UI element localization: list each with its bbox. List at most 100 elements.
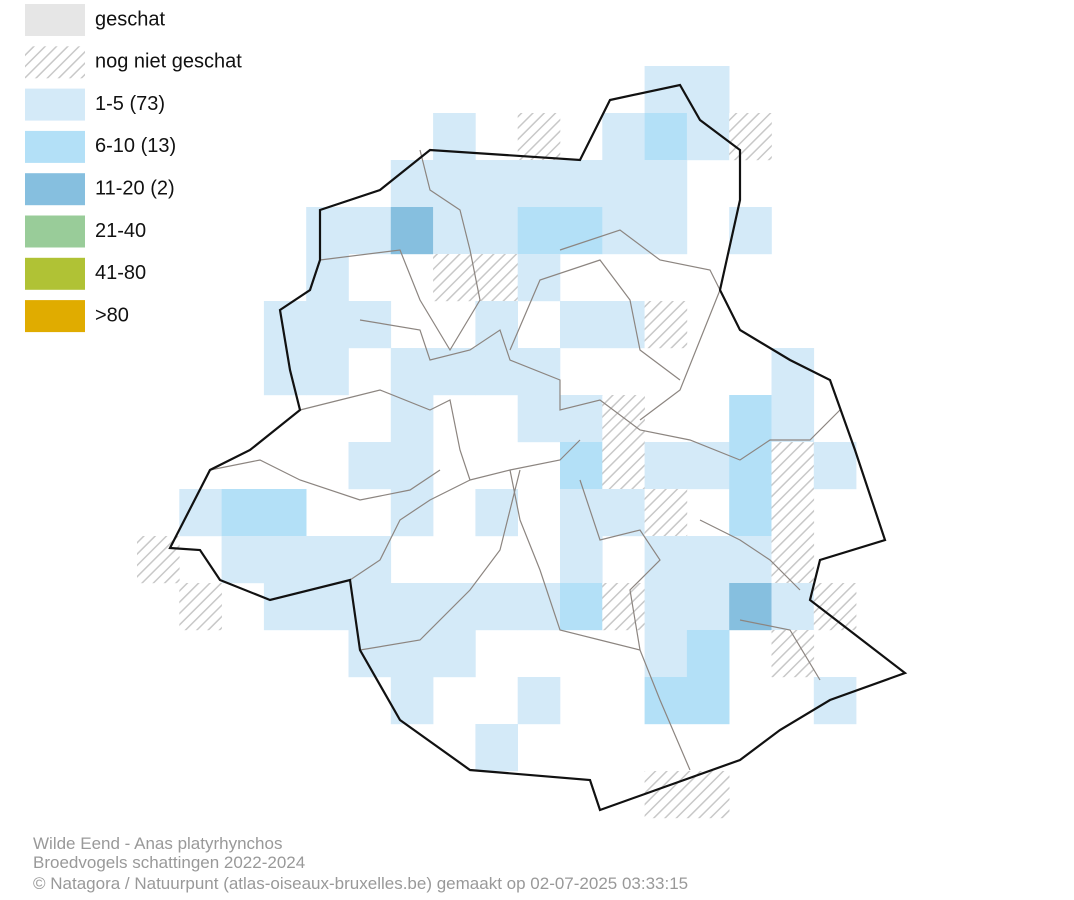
grid-cell xyxy=(686,66,730,114)
legend-label: 1-5 (73) xyxy=(95,93,165,115)
grid-cell xyxy=(644,442,688,490)
grid-cell xyxy=(644,207,688,255)
grid-cell xyxy=(475,348,518,396)
legend-swatch xyxy=(25,130,85,163)
grid-cell xyxy=(771,630,815,678)
grid-cell xyxy=(433,254,476,302)
grid-cell xyxy=(729,583,772,631)
grid-cell xyxy=(602,395,645,443)
grid-cell xyxy=(475,724,518,772)
grid-cell xyxy=(771,348,815,396)
grid-cell xyxy=(771,489,815,537)
legend-swatch xyxy=(25,46,85,79)
grid-cell xyxy=(560,442,603,490)
grid-cell xyxy=(348,630,392,678)
grid-cell xyxy=(644,66,688,114)
grid-cell xyxy=(348,536,392,584)
grid-cell xyxy=(433,630,476,678)
grid-cell xyxy=(686,536,730,584)
grid-cell xyxy=(602,160,645,208)
grid-cell xyxy=(306,207,349,255)
grid-cell xyxy=(433,348,476,396)
grid-cell xyxy=(179,489,222,537)
legend-swatch xyxy=(25,300,85,333)
grid-cell xyxy=(390,630,434,678)
region-border xyxy=(168,83,908,812)
legend-swatch xyxy=(25,215,85,248)
grid-cell xyxy=(771,583,815,631)
grid-cell xyxy=(263,489,307,537)
grid-cell xyxy=(475,254,518,302)
grid-cell xyxy=(729,489,772,537)
grid-cell xyxy=(644,536,688,584)
legend-label: 41-80 xyxy=(95,262,146,284)
grid-cell xyxy=(517,395,561,443)
grid-cell xyxy=(729,536,772,584)
legend-label: 6-10 (13) xyxy=(95,135,176,157)
grid-cell xyxy=(686,442,730,490)
legend-swatch xyxy=(25,257,85,290)
footer-subtitle: Broedvogels schattingen 2022-2024 xyxy=(33,853,305,872)
grid-cell xyxy=(517,677,561,725)
grid-cell xyxy=(517,254,561,302)
grid-cell xyxy=(475,160,518,208)
grid-cell xyxy=(644,583,688,631)
grid-cell xyxy=(729,442,772,490)
grid-cell xyxy=(517,207,561,255)
grid-cell xyxy=(560,583,603,631)
grid-cell xyxy=(475,301,518,349)
legend-swatch xyxy=(25,88,85,121)
grid-cell xyxy=(729,207,772,255)
grid-cell xyxy=(686,630,730,678)
grid-cell xyxy=(517,583,561,631)
legend-swatch xyxy=(25,4,85,36)
grid-cell xyxy=(686,771,730,819)
legend-label: geschat xyxy=(95,8,165,30)
grid-cell xyxy=(433,160,476,208)
grid-cell xyxy=(560,301,603,349)
grid-cell xyxy=(771,442,815,490)
grid-cells xyxy=(137,66,857,819)
grid-cell xyxy=(221,536,265,584)
grid-cell xyxy=(390,160,434,208)
grid-cell xyxy=(517,113,561,161)
grid-cell xyxy=(602,207,645,255)
grid-cell xyxy=(263,536,307,584)
grid-cell xyxy=(813,442,857,490)
municipality-borders xyxy=(209,149,841,771)
grid-cell xyxy=(560,207,603,255)
grid-cell xyxy=(560,536,603,584)
grid-cell xyxy=(644,677,688,725)
grid-cell xyxy=(560,160,603,208)
grid-cell xyxy=(644,113,688,161)
legend-label: 21-40 xyxy=(95,220,146,242)
grid-cell xyxy=(729,113,772,161)
grid-cell xyxy=(602,489,645,537)
grid-cell xyxy=(179,583,222,631)
grid-cell xyxy=(813,583,857,631)
grid-cell xyxy=(348,207,392,255)
legend-label: 11-20 (2) xyxy=(95,177,175,199)
grid-cell xyxy=(602,113,645,161)
grid-cell xyxy=(348,442,392,490)
grid-cell xyxy=(306,536,349,584)
grid-cell xyxy=(729,395,772,443)
grid-cell xyxy=(221,489,265,537)
grid-cell xyxy=(475,207,518,255)
grid-cell xyxy=(686,583,730,631)
legend-swatch xyxy=(25,173,85,206)
grid-cell xyxy=(602,583,645,631)
grid-cell xyxy=(475,489,518,537)
grid-cell xyxy=(306,583,349,631)
grid-cell xyxy=(602,442,645,490)
grid-cell xyxy=(306,254,349,302)
legend-label: >80 xyxy=(95,304,129,326)
footer-species: Wilde Eend - Anas platyrhynchos xyxy=(33,834,282,853)
grid-cell xyxy=(771,395,815,443)
grid-cell xyxy=(306,301,349,349)
grid-cell xyxy=(390,583,434,631)
grid-cell xyxy=(390,395,434,443)
grid-cell xyxy=(644,301,688,349)
grid-cell xyxy=(475,583,518,631)
